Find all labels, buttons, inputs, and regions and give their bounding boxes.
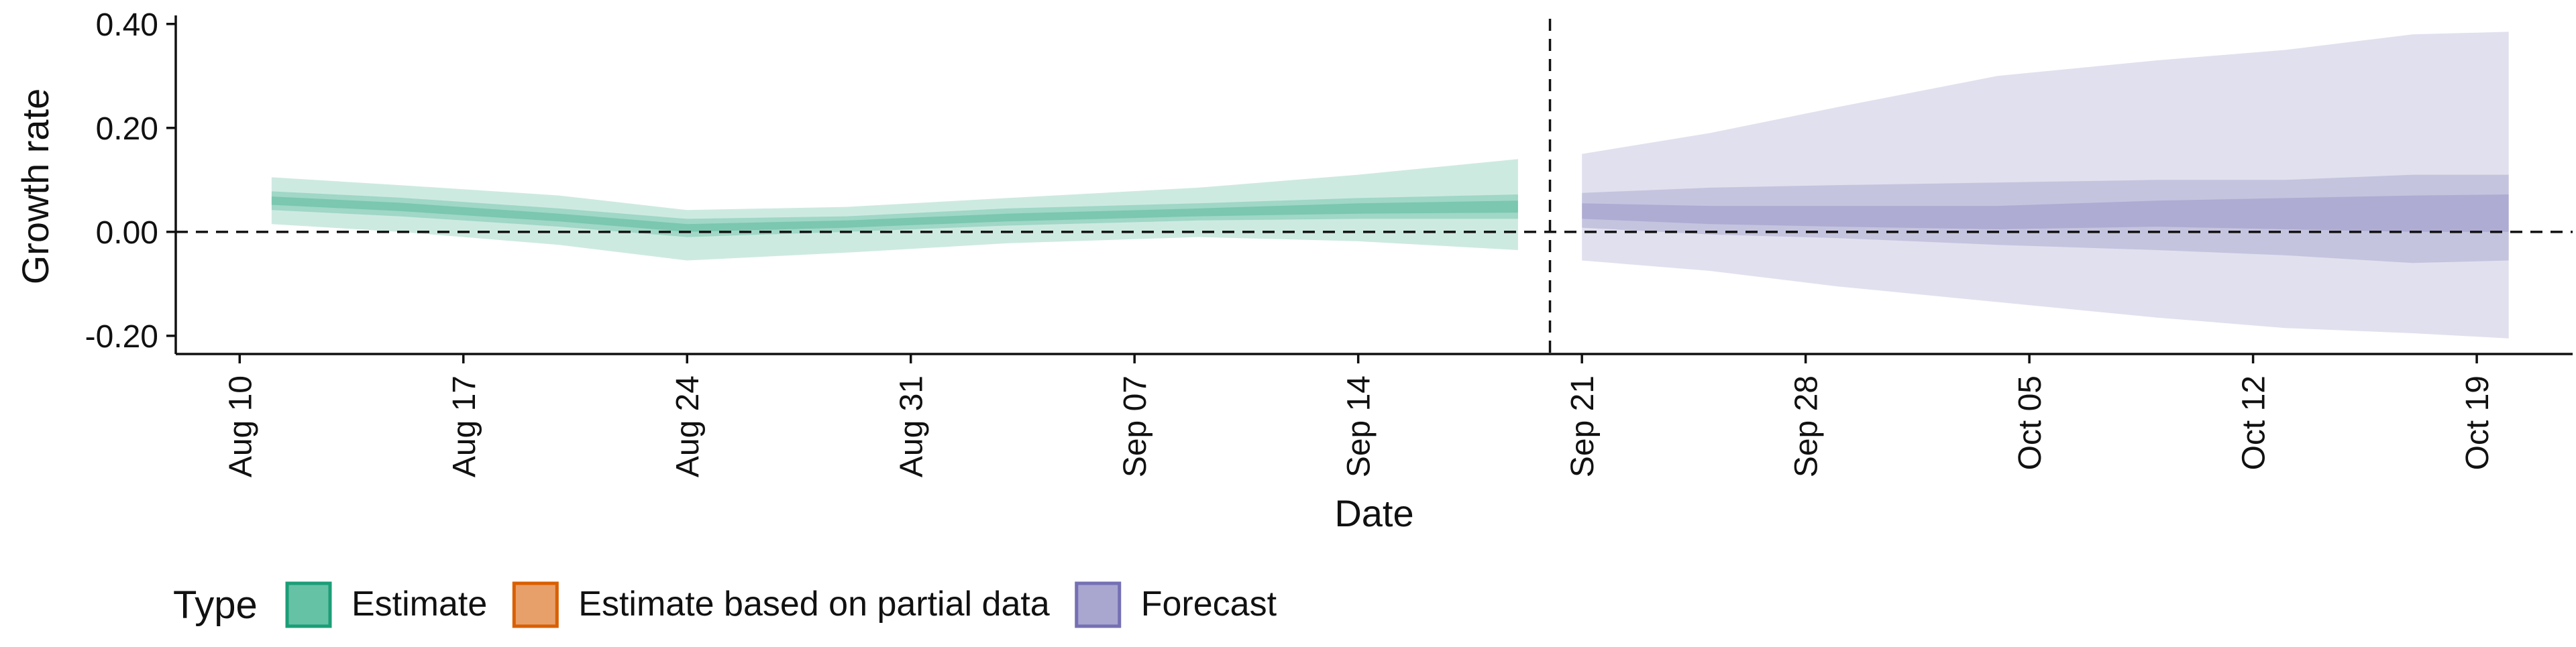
y-tick-label: 0.20 (96, 111, 158, 147)
legend-key-forecast (1075, 581, 1122, 628)
legend-key-estimate (285, 581, 332, 628)
x-tick-label: Sep 21 (1565, 375, 1601, 477)
series-forecast (1582, 32, 2509, 339)
x-tick-label: Aug 31 (894, 375, 930, 477)
tick-labels: -0.20 0.00 0.20 0.40 Aug 10 Aug 17 Aug 24 Aug 3… (85, 7, 2496, 477)
legend-key-estimate-based-on-partial-data (512, 581, 559, 628)
forecast-band-50 (1582, 174, 2509, 263)
bands-layer (271, 32, 2509, 339)
y-tick-label: 0.00 (96, 215, 158, 251)
x-axis-title: Date (1334, 492, 1413, 534)
x-tick-label: Sep 14 (1342, 375, 1377, 477)
y-tick-label: 0.40 (96, 7, 158, 43)
legend: Type Estimate Estimate based on partial d… (173, 581, 1277, 628)
legend-label-forecast: Forecast (1141, 585, 1277, 624)
series-estimate (271, 159, 1518, 261)
x-tick-label: Oct 12 (2237, 375, 2272, 470)
x-tick-label: Oct 19 (2460, 375, 2496, 470)
x-tick-label: Sep 28 (1789, 375, 1825, 477)
legend-label-estimate-based-on-partial-data: Estimate based on partial data (578, 585, 1050, 624)
reference-lines (176, 19, 2573, 354)
x-tick-label: Aug 17 (447, 375, 482, 477)
estimate-band-90 (271, 159, 1518, 261)
estimate-band-50 (271, 191, 1518, 237)
y-axis-title: Growth rate (14, 89, 56, 285)
legend-label-estimate: Estimate (352, 585, 487, 624)
y-tick-label: -0.20 (85, 319, 158, 355)
estimate-band-20 (271, 196, 1518, 232)
x-tick-label: Oct 05 (2012, 375, 2048, 470)
x-tick-label: Sep 07 (1118, 375, 1153, 477)
legend-title: Type (173, 583, 258, 627)
x-tick-label: Aug 24 (670, 375, 706, 477)
forecast-band-20 (1582, 194, 2509, 232)
axes (166, 15, 2573, 363)
x-tick-label: Aug 10 (223, 375, 258, 477)
forecast-band-90 (1582, 32, 2509, 339)
